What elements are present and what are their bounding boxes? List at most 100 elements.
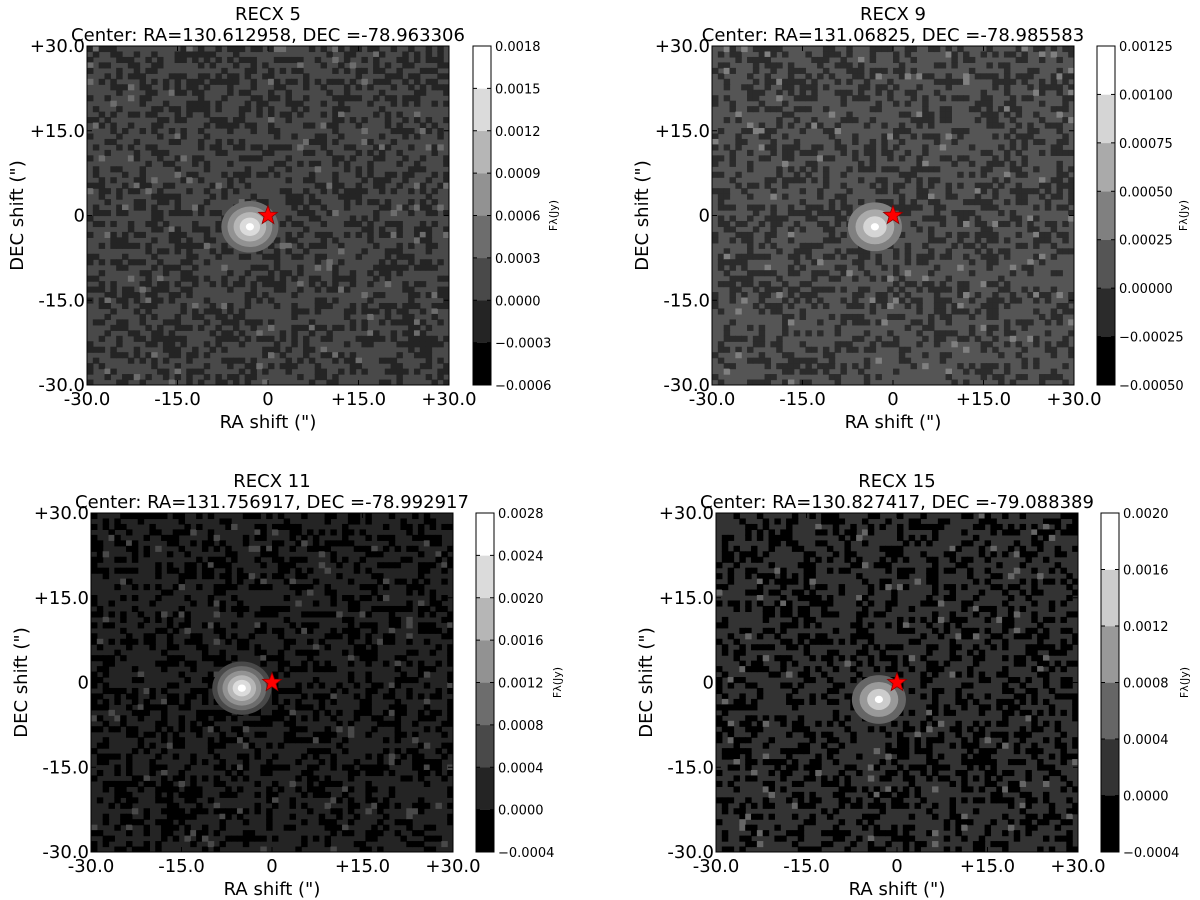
colorbar-band [1101,626,1119,683]
colorbar-band [473,215,491,259]
y-tick-label: +30.0 [655,36,710,57]
panel-title: RECX 9 [860,4,926,25]
colorbar-band [473,342,491,386]
source-contour-level-5 [874,695,883,704]
target-star-marker [886,671,908,692]
colorbar-tick-label: 0.0020 [498,592,544,607]
colorbar-tick-label: 0.0012 [498,677,544,692]
colorbar-band [473,88,491,132]
panel-1: -30.0-30.0 -15.0 -15.0 0 0 +15.0 +15.0 +30.0 +30… [7,4,560,433]
panel-3: -30.0-30.0 -15.0 -15.0 0 0 +15.0 +15.0 +30.0 +30… [11,471,564,900]
colorbar-band [473,173,491,216]
y-tick-label: -15.0 [663,290,710,311]
x-axis-label: RA shift (") [845,412,942,433]
x-tick-label: +30.0 [1046,389,1101,410]
target-star-marker [257,204,279,225]
x-tick-label: 0 [266,856,277,877]
panel-subtitle: Center: RA=131.756917, DEC =-78.992917 [75,492,469,513]
panel-2: -30.0-30.0 -15.0 -15.0 0 0 +15.0 +15.0 +30.0 +30… [632,4,1190,433]
panel-4: -30.0-30.0 -15.0 -15.0 0 0 +15.0 +15.0 +30.0 +30… [636,471,1191,900]
colorbar-tick-label: 0.00075 [1119,137,1173,152]
y-tick-label: +30.0 [34,503,89,524]
panel-title: RECX 15 [858,471,935,492]
colorbar-tick-label: 0.00100 [1119,88,1173,103]
colorbar-tick-label: 0.0020 [1123,507,1169,522]
colorbar-band [1101,682,1119,740]
colorbar-tick-label: 0.0008 [1123,677,1169,692]
x-tick-label: +15.0 [960,856,1015,877]
colorbar-tick-label: 0.0004 [1123,733,1169,748]
colorbar-tick-label: 0.0016 [1123,564,1169,579]
colorbar-band [1097,191,1115,241]
y-tick-label: -15.0 [667,757,714,778]
colorbar-band [476,640,494,683]
y-axis-label: DEC shift (") [636,627,657,737]
x-tick-label: +15.0 [956,389,1011,410]
x-tick-label: +30.0 [421,389,476,410]
colorbar-band [476,555,494,599]
flux-map [87,46,449,385]
panel-title: RECX 5 [235,4,301,25]
colorbar-tick-label: −0.0006 [495,379,551,394]
colorbar-tick-label: −0.00050 [1119,379,1184,394]
x-tick-label: 0 [891,856,902,877]
colorbar-tick-label: 0.0018 [495,40,541,55]
y-tick-label: 0 [703,673,714,694]
y-tick-label: 0 [699,206,710,227]
colorbar-band [1097,142,1115,192]
colorbar-tick-label: 0.0000 [495,294,541,309]
y-tick-label: -15.0 [38,290,85,311]
y-axis-label: DEC shift (") [7,160,28,270]
y-axis-label: DEC shift (") [632,160,653,270]
colorbar-band [1097,94,1115,144]
colorbar-tick-label: 0.0000 [1123,790,1169,805]
y-tick-label: +15.0 [659,588,714,609]
colorbar-tick-label: −0.0004 [1123,846,1179,861]
x-axis-label: RA shift (") [224,879,321,900]
colorbar-band [473,130,491,174]
colorbar-tick-label: 0.0015 [495,82,541,97]
panel-subtitle: Center: RA=131.06825, DEC =-78.985583 [702,25,1084,46]
x-tick-label: +15.0 [331,389,386,410]
colorbar-band [1097,288,1115,337]
target-star-marker [882,204,904,225]
colorbar-tick-label: −0.0004 [498,846,554,861]
x-tick-label: -15.0 [783,856,830,877]
y-tick-label: 0 [74,206,85,227]
x-tick-label: -15.0 [779,389,826,410]
colorbar: −0.0006 −0.0003 0.0000 0.0003 0.0006 0.0009 0.… [472,40,560,394]
colorbar-band [473,257,491,301]
source-contour-level-6 [870,223,879,231]
y-tick-label: 0 [78,673,89,694]
colorbar-band [1101,739,1119,796]
colorbar-band [476,767,494,810]
panel-subtitle: Center: RA=130.827417, DEC =-79.088389 [700,492,1094,513]
colorbar-tick-label: 0.0016 [498,634,544,649]
y-tick-label: +15.0 [34,588,89,609]
y-tick-label: +30.0 [659,503,714,524]
y-tick-label: -30.0 [667,842,714,863]
y-tick-label: +15.0 [30,121,85,142]
colorbar-tick-label: 0.00125 [1119,40,1173,55]
panel-subtitle: Center: RA=130.612958, DEC =-78.963306 [71,25,465,46]
colorbar-band [1097,46,1115,95]
colorbar-tick-label: 0.0012 [1123,620,1169,635]
colorbar: −0.0004 0.0000 0.0004 0.0008 0.0012 0.0016 0.0… [475,507,564,861]
x-tick-label: -30.0 [68,856,115,877]
x-tick-label: -15.0 [154,389,201,410]
colorbar-tick-label: 0.00025 [1119,234,1173,249]
colorbar-tick-label: 0.00000 [1119,282,1173,297]
x-tick-label: 0 [262,389,273,410]
colorbar-tick-label: 0.0004 [498,761,544,776]
y-tick-label: -15.0 [42,757,89,778]
x-tick-label: -30.0 [693,856,740,877]
colorbar: −0.0004 0.0000 0.0004 0.0008 0.0012 0.0016 0.0… [1100,507,1191,861]
y-tick-label: -30.0 [38,375,85,396]
colorbar-tick-label: 0.00050 [1119,185,1173,200]
x-axis-label: RA shift (") [849,879,946,900]
colorbar-label: Fλ(Jy) [1178,667,1191,698]
colorbar-band [1097,336,1115,386]
colorbar-tick-label: 0.0003 [495,252,541,267]
x-tick-label: +30.0 [1050,856,1105,877]
